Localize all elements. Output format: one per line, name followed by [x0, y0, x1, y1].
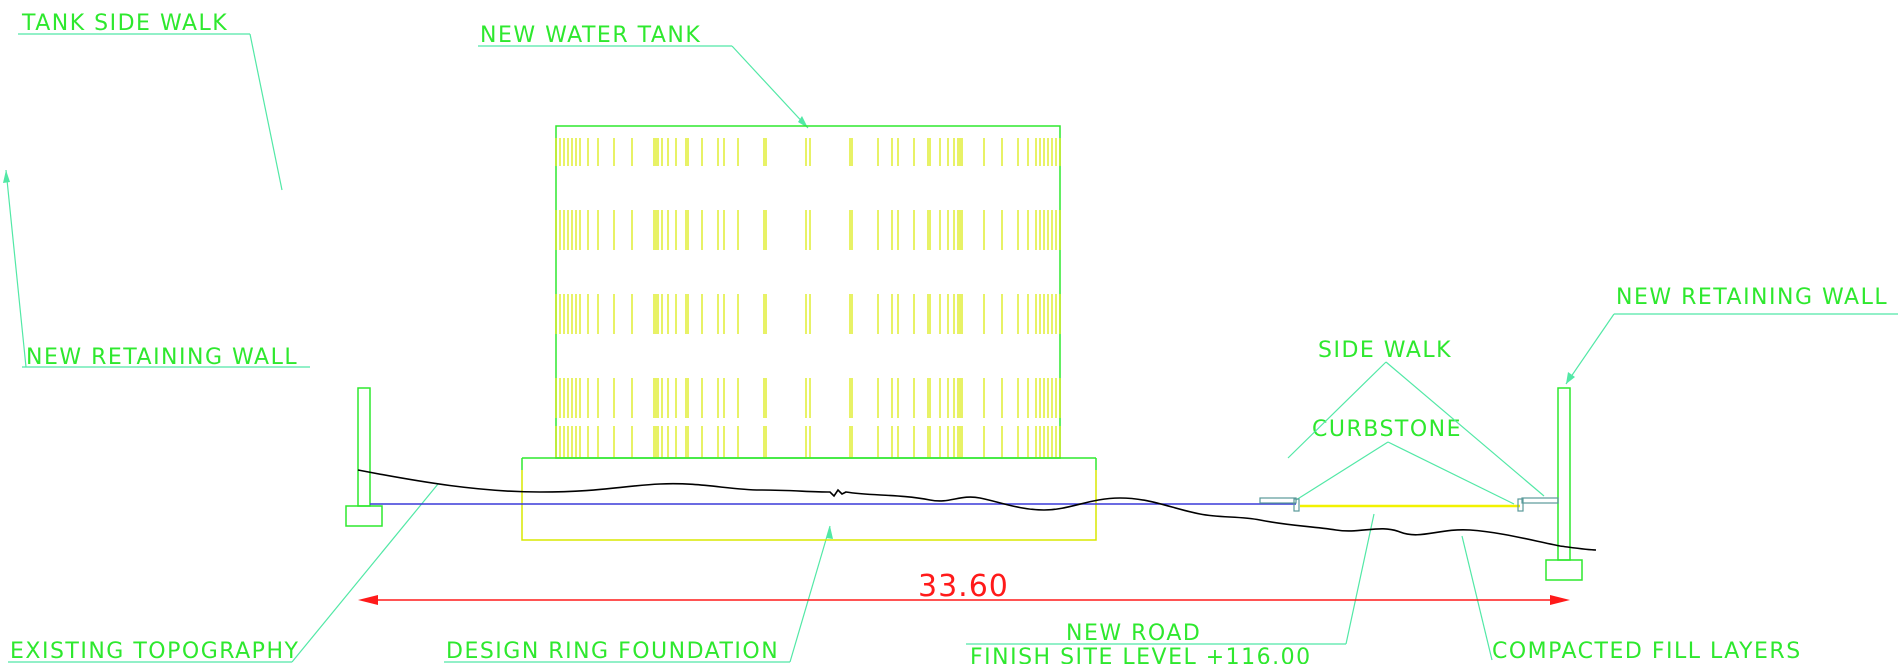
new-retaining-wall-left-label: NEW RETAINING WALL — [26, 345, 298, 370]
tank-side-walk-label: TANK SIDE WALK — [21, 11, 228, 36]
right-sidewalk — [1521, 497, 1559, 504]
new-water-tank-arrowhead — [798, 116, 808, 128]
new-retaining-wall-left-arrowhead — [3, 170, 10, 183]
dimension-arrow-left — [358, 595, 378, 605]
curbstone-label: CURBSTONE — [1312, 417, 1462, 442]
left-retaining-wall — [345, 387, 383, 527]
road-section — [1259, 497, 1559, 512]
existing-topography-leader — [291, 483, 439, 663]
right-wall-stem — [1557, 387, 1571, 561]
left-wall-footing — [345, 505, 383, 527]
compacted-fill-layers-leader — [1461, 535, 1493, 661]
overall-dimension: 33.60 — [358, 569, 1570, 605]
compacted-fill-layers-label: COMPACTED FILL LAYERS — [1492, 639, 1802, 664]
tank-side-walk-leader — [249, 33, 283, 191]
finish-site-level-label: FINISH SITE LEVEL +116.00 — [970, 645, 1312, 664]
design-ring-foundation-label: DESIGN RING FOUNDATION — [446, 639, 779, 664]
tank-hatching — [555, 138, 1061, 458]
new-road-label: NEW ROAD — [1066, 621, 1201, 646]
design-ring-foundation-arrowhead — [826, 526, 833, 539]
ring-foundation — [521, 457, 1097, 541]
new-retaining-wall-right-label: NEW RETAINING WALL — [1616, 285, 1888, 310]
new-retaining-wall-right-leader — [1565, 313, 1615, 385]
existing-topography-line — [357, 469, 1597, 551]
curbstone-leader-left — [1295, 441, 1389, 501]
side-walk-leader-left — [1287, 361, 1387, 459]
side-walk-leader-right — [1385, 361, 1545, 497]
curbstone-leader-right — [1387, 441, 1515, 505]
side-walk-label: SIDE WALK — [1318, 338, 1452, 363]
foundation-body — [521, 470, 1097, 541]
water-tank — [555, 125, 1061, 459]
right-retaining-wall — [1545, 387, 1583, 581]
new-retaining-wall-left-leader — [5, 169, 27, 368]
existing-topography-label: EXISTING TOPOGRAPHY — [10, 639, 299, 664]
new-water-tank-label: NEW WATER TANK — [480, 23, 701, 48]
left-sidewalk — [1259, 497, 1297, 504]
new-water-tank-leader — [731, 45, 809, 129]
dimension-value: 33.60 — [918, 569, 1009, 604]
right-curbstone — [1517, 498, 1524, 512]
new-road-leader — [1345, 513, 1375, 645]
dimension-arrow-right — [1550, 595, 1570, 605]
leaders — [3, 33, 1615, 663]
design-ring-foundation-leader — [789, 525, 831, 663]
right-wall-footing — [1545, 559, 1583, 581]
left-wall-stem — [357, 387, 371, 507]
left-curbstone — [1293, 498, 1300, 512]
new-retaining-wall-right-arrowhead — [1566, 372, 1575, 384]
